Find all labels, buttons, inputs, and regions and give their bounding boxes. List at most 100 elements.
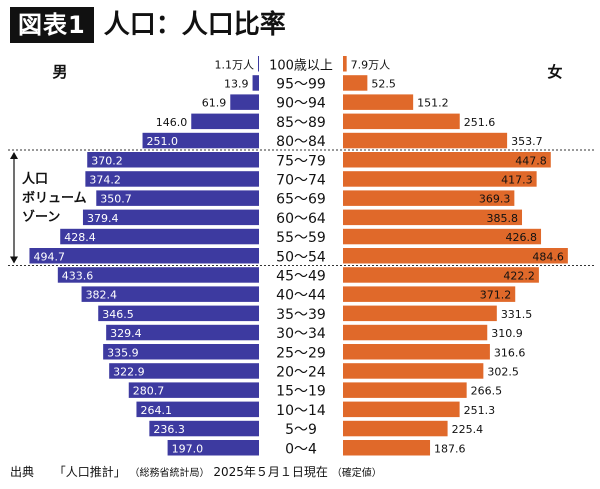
- female-value-label: 484.6: [532, 250, 564, 263]
- female-bar: [343, 382, 467, 398]
- female-value-label: 316.6: [494, 346, 526, 359]
- male-bar: [258, 56, 259, 72]
- male-value-label: 61.9: [202, 97, 227, 110]
- male-value-label: 433.6: [62, 269, 94, 282]
- male-bar: [230, 94, 259, 110]
- male-value-label: 264.1: [140, 404, 172, 417]
- female-bar: [343, 420, 448, 437]
- male-bar: [96, 190, 259, 206]
- figure-header: 図表1 人口：人口比率: [10, 6, 286, 44]
- age-category-label: 45〜49: [276, 268, 326, 284]
- female-value-label: 251.6: [464, 116, 496, 129]
- male-bar: [149, 420, 259, 437]
- female-bar: [343, 324, 488, 341]
- male-value-label: 382.4: [86, 289, 118, 302]
- female-bar: [343, 113, 460, 130]
- source-publication: 「人口推計」: [53, 465, 126, 479]
- female-bar: [343, 305, 497, 322]
- female-value-label: 417.3: [501, 173, 533, 186]
- figure-title: 人口：人口比率: [103, 10, 286, 40]
- female-value-label: 385.8: [487, 212, 519, 225]
- female-bar: [343, 56, 347, 72]
- age-category-label: 60〜64: [276, 211, 326, 227]
- age-category-label: 0〜4: [285, 441, 317, 457]
- female-bar: [343, 440, 431, 456]
- male-bar: [60, 228, 260, 245]
- male-value-label: 335.9: [107, 346, 138, 359]
- male-bar: [103, 344, 260, 360]
- female-bar: [343, 363, 484, 379]
- male-bar: [98, 305, 259, 322]
- age-category-label: 95〜99: [276, 76, 326, 92]
- source-agency: （総務省統計局）: [129, 468, 210, 479]
- male-bar: [82, 209, 259, 226]
- female-value-label: 187.6: [434, 442, 466, 455]
- male-bar: [128, 382, 259, 398]
- bracket-arrow-down-icon: [10, 256, 18, 264]
- female-bar: [343, 132, 508, 149]
- age-category-label: 35〜39: [276, 307, 326, 323]
- female-value-label: 371.2: [480, 289, 512, 302]
- volume-zone-label-line2: ボリューム: [22, 190, 87, 206]
- female-bar: [343, 152, 551, 168]
- age-category-label: 50〜54: [276, 249, 326, 265]
- male-value-label: 374.2: [89, 173, 121, 186]
- female-value-label: 225.4: [452, 423, 484, 436]
- bracket-arrow-up-icon: [10, 152, 18, 159]
- female-value-label: 426.8: [506, 231, 538, 244]
- female-bar: [343, 171, 537, 187]
- male-bar: [252, 75, 259, 91]
- source-status: （確定値）: [331, 468, 382, 479]
- male-bar: [57, 267, 259, 283]
- source-date: 2025年５月１日現在: [213, 465, 328, 479]
- female-value-label: 266.5: [471, 385, 503, 398]
- female-value-label: 52.5: [371, 77, 396, 90]
- age-category-label: 15〜19: [276, 384, 326, 400]
- male-value-label: 280.7: [133, 385, 165, 398]
- male-value-label: 494.7: [33, 250, 65, 263]
- male-bar: [191, 113, 259, 130]
- male-value-label: 251.0: [147, 135, 179, 148]
- female-bar: [343, 75, 368, 91]
- male-bar: [109, 363, 259, 379]
- age-category-label: 25〜29: [276, 345, 326, 361]
- female-bar: [343, 209, 523, 226]
- male-heading: 男: [52, 63, 67, 81]
- female-value-label: 331.5: [501, 308, 533, 321]
- male-value-label: 350.7: [100, 193, 132, 206]
- male-value-label: 346.5: [102, 308, 134, 321]
- female-bar: [343, 286, 516, 302]
- female-heading: 女: [547, 63, 562, 81]
- volume-zone-label-line1: 人口: [22, 171, 48, 187]
- female-bar: [343, 228, 542, 245]
- male-bar: [87, 152, 259, 168]
- male-value-label: 370.2: [91, 154, 123, 167]
- female-bar: [343, 344, 490, 360]
- age-category-label: 75〜79: [276, 153, 326, 169]
- age-category-label: 5〜9: [285, 422, 317, 438]
- figure-badge: 図表1: [10, 7, 94, 43]
- female-value-label: 151.2: [417, 97, 449, 110]
- age-category-label: 90〜94: [276, 96, 326, 112]
- male-bar: [29, 248, 260, 264]
- volume-zone-label-line3: ゾーン: [22, 209, 60, 225]
- male-value-label: 13.9: [224, 77, 249, 90]
- age-category-label: 80〜84: [276, 134, 326, 150]
- female-bar: [343, 401, 460, 418]
- female-value-label: 7.9万人: [351, 58, 391, 71]
- female-value-label: 310.9: [491, 327, 522, 340]
- female-value-label: 251.3: [464, 404, 496, 417]
- male-value-label: 1.1万人: [215, 58, 255, 71]
- male-value-label: 322.9: [113, 365, 145, 378]
- age-category-label: 20〜24: [276, 364, 326, 380]
- female-bar: [343, 267, 539, 283]
- age-category-label: 100歳以上: [269, 58, 333, 73]
- age-category-label: 30〜34: [276, 326, 326, 342]
- male-value-label: 236.3: [153, 423, 185, 436]
- female-value-label: 422.2: [503, 269, 535, 282]
- male-value-label: 146.0: [156, 116, 188, 129]
- male-value-label: 329.4: [110, 327, 142, 340]
- age-category-label: 55〜59: [276, 230, 326, 246]
- female-value-label: 447.8: [515, 154, 547, 167]
